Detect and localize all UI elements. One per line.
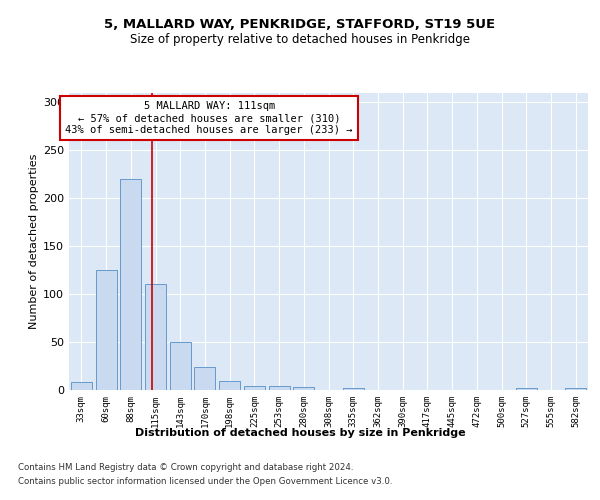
Bar (71, 382, 92, 390)
Bar (269, 386, 290, 390)
Bar (343, 388, 364, 390)
Bar (194, 367, 215, 390)
Text: Distribution of detached houses by size in Penkridge: Distribution of detached houses by size … (134, 428, 466, 438)
Bar (516, 388, 537, 390)
Text: 5 MALLARD WAY: 111sqm
← 57% of detached houses are smaller (310)
43% of semi-det: 5 MALLARD WAY: 111sqm ← 57% of detached … (65, 102, 353, 134)
Bar (145, 284, 166, 390)
Bar (219, 382, 240, 390)
Text: Contains HM Land Registry data © Crown copyright and database right 2024.: Contains HM Land Registry data © Crown c… (18, 463, 353, 472)
Y-axis label: Number of detached properties: Number of detached properties (29, 154, 39, 329)
Text: Size of property relative to detached houses in Penkridge: Size of property relative to detached ho… (130, 32, 470, 46)
Text: 5, MALLARD WAY, PENKRIDGE, STAFFORD, ST19 5UE: 5, MALLARD WAY, PENKRIDGE, STAFFORD, ST1… (104, 18, 496, 30)
Bar (170, 342, 191, 390)
Bar (95, 270, 116, 390)
Bar (565, 388, 586, 390)
Bar (120, 179, 141, 390)
Bar (293, 387, 314, 390)
Bar (244, 386, 265, 390)
Text: Contains public sector information licensed under the Open Government Licence v3: Contains public sector information licen… (18, 476, 392, 486)
